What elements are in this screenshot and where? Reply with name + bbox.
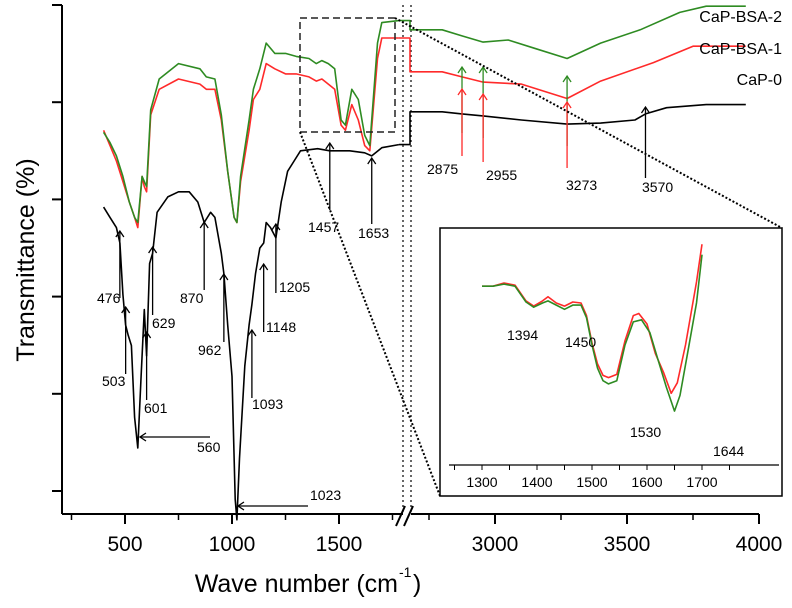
peak-label: 601 xyxy=(144,400,168,416)
series-left-segment xyxy=(102,19,400,521)
inset-series-line-cap-bsa-2 xyxy=(482,254,703,412)
inset-series-line-cap-bsa-1 xyxy=(482,244,703,395)
arrow-head-icon xyxy=(219,272,229,281)
arrow-head-icon xyxy=(115,229,125,238)
peak-label: 503 xyxy=(102,373,126,389)
arrow-head-icon xyxy=(142,330,152,339)
x-tick-label: 3000 xyxy=(472,533,519,556)
x-tick-label: 1000 xyxy=(209,533,256,556)
arrow-head-icon xyxy=(121,305,131,314)
zoom-guide-line xyxy=(299,131,441,497)
peak-label: 560 xyxy=(197,439,221,455)
legend-label: CaP-0 xyxy=(737,72,782,89)
inset-frame xyxy=(439,227,783,497)
y-axis-title: Transmittance (%) xyxy=(12,158,40,361)
inset-tick-label: 1400 xyxy=(521,474,552,490)
inset-tick-label: 1600 xyxy=(631,474,662,490)
arrow-head-icon xyxy=(478,92,488,101)
inset-peak-label: 1530 xyxy=(630,424,661,440)
x-tick-label: 1500 xyxy=(316,533,363,556)
series-right-segment xyxy=(398,5,746,146)
x-tick-label: 4000 xyxy=(736,533,783,556)
peak-label: 1093 xyxy=(252,396,283,412)
x-tick-label: 500 xyxy=(107,533,142,556)
peak-label: 1205 xyxy=(279,279,310,295)
peak-label: 870 xyxy=(180,290,204,306)
arrow-head-icon xyxy=(247,328,257,337)
peak-label: 476 xyxy=(97,290,121,306)
legend-label: CaP-BSA-2 xyxy=(699,9,782,26)
arrow-head-icon xyxy=(562,100,572,109)
axis-break-mark xyxy=(403,505,414,527)
arrow-head-icon xyxy=(325,141,335,150)
peak-label: 2875 xyxy=(427,161,458,177)
x-axis-title-superscript: -1 xyxy=(399,564,412,580)
arrow-head-icon xyxy=(367,156,377,165)
main-axes: 500 1000 1500 3000 3500 4000 xyxy=(52,4,783,556)
zoom-region-box xyxy=(299,17,396,133)
legend-label: CaP-BSA-1 xyxy=(699,41,782,58)
inset-peak-label: 1644 xyxy=(713,443,744,459)
inset-tick-label: 1700 xyxy=(686,474,717,490)
peak-label: 3570 xyxy=(642,179,673,195)
peak-label: 1023 xyxy=(310,487,341,503)
arrow-head-icon xyxy=(562,74,572,83)
arrow-head-icon xyxy=(138,432,147,442)
arrow-head-icon xyxy=(457,87,467,96)
series-line-cap-0-right xyxy=(398,103,746,146)
inset-peak-label: 1450 xyxy=(565,334,596,350)
x-tick-label: 3500 xyxy=(604,533,651,556)
series-line-cap-bsa-2-right xyxy=(398,5,746,60)
arrow-head-icon xyxy=(259,262,269,271)
peak-label: 3273 xyxy=(566,177,597,193)
series-line-cap-bsa-1-right xyxy=(398,37,746,100)
arrow-head-icon xyxy=(236,501,245,511)
series-line-cap-bsa-2 xyxy=(102,19,399,224)
arrow-head-icon xyxy=(640,105,651,114)
x-axis-title: Wave number (cm xyxy=(195,570,398,598)
x-axis-title-close: ) xyxy=(413,570,421,598)
peak-label: 1148 xyxy=(266,319,296,335)
arrow-head-icon xyxy=(199,220,209,229)
peak-label: 1653 xyxy=(358,225,389,241)
inset-chart: 1300 1400 1500 1600 1700 1394 1450 1530 1644 xyxy=(439,227,783,497)
arrow-head-icon xyxy=(478,65,488,74)
inset-tick-label: 1300 xyxy=(466,474,497,490)
series-line-cap-0 xyxy=(102,143,400,521)
peak-label: 962 xyxy=(198,342,222,358)
peak-label: 629 xyxy=(152,315,176,331)
arrow-head-icon xyxy=(271,222,281,231)
series-line-cap-bsa-1 xyxy=(102,37,399,229)
peak-label: 2955 xyxy=(486,167,517,183)
arrow-head-icon xyxy=(148,245,158,254)
inset-peak-label: 1394 xyxy=(507,327,538,343)
zoom-guide-line xyxy=(394,17,783,229)
legend: CaP-BSA-2 CaP-BSA-1 CaP-0 xyxy=(699,9,782,89)
axis-break-mark xyxy=(395,505,406,527)
arrow-head-icon xyxy=(457,65,467,74)
peak-label: 1457 xyxy=(308,219,339,235)
inset-tick-label: 1500 xyxy=(576,474,607,490)
